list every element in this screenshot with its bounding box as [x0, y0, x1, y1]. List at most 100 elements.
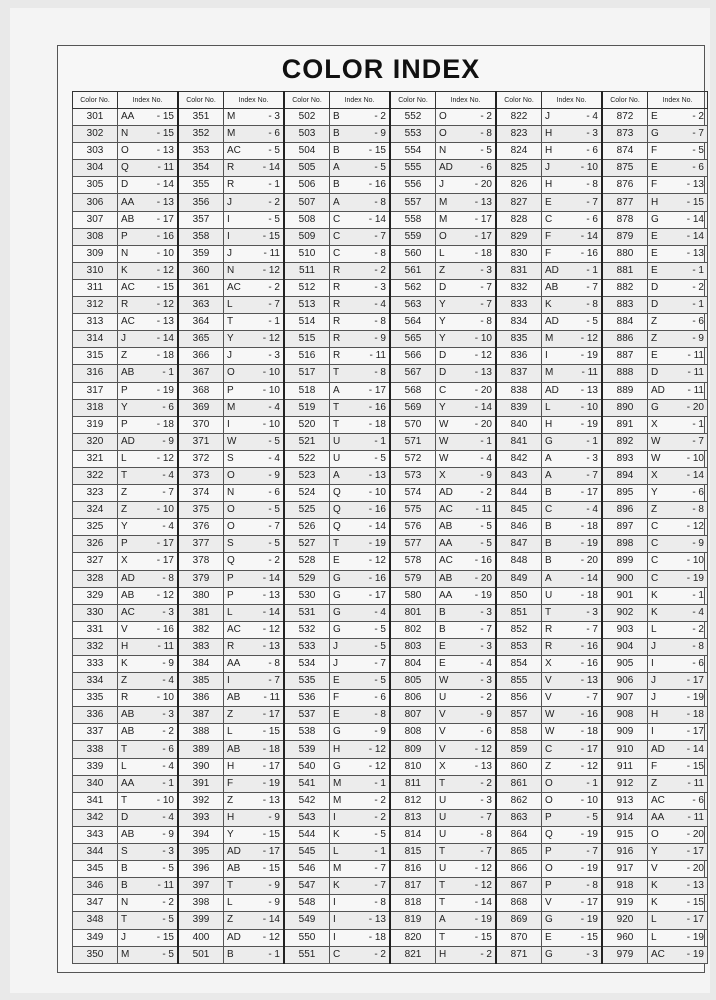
color-number-cell: 511 [283, 261, 330, 280]
index-letter: AD [121, 572, 135, 584]
index-letter: Z [227, 709, 234, 721]
index-number-cell: T - 8 [329, 364, 391, 383]
index-number-cell: X - 13 [435, 757, 497, 776]
index-number-cell: O - 2 [435, 107, 497, 127]
index-number-cell: W - 5 [223, 432, 285, 451]
index-letter: G [333, 589, 341, 601]
color-number-cell: 823 [495, 125, 542, 144]
color-number-cell: 979 [601, 945, 648, 964]
index-letter: AD [651, 384, 665, 396]
index-letter: Y [121, 521, 128, 533]
index-number: - 1 [374, 777, 386, 789]
index-letter: K [651, 606, 658, 618]
index-letter: C [545, 743, 553, 755]
index-number: - 5 [586, 811, 598, 823]
index-number-cell: V - 17 [541, 894, 603, 913]
index-number: - 7 [374, 863, 386, 875]
index-number-cell: C - 2 [329, 945, 391, 964]
index-number: - 15 [262, 828, 280, 840]
index-number: - 13 [686, 880, 704, 892]
index-letter: S [121, 846, 128, 858]
index-letter: H [439, 948, 447, 960]
index-number: - 7 [480, 623, 492, 635]
index-number-cell: M - 3 [223, 107, 285, 127]
index-number: - 8 [374, 247, 386, 259]
color-number-cell: 841 [495, 432, 542, 451]
color-number-cell: 904 [601, 637, 648, 657]
index-number: - 7 [374, 230, 386, 242]
color-number-cell: 320 [72, 432, 118, 451]
index-number-cell: H - 12 [329, 740, 391, 759]
color-number-cell: 578 [389, 552, 436, 571]
index-number: - 1 [586, 264, 598, 276]
color-number-cell: 547 [283, 877, 330, 896]
index-number: - 15 [474, 931, 492, 943]
color-number-cell: 903 [601, 620, 648, 639]
color-number-cell: 371 [177, 432, 224, 451]
color-number-cell: 917 [601, 860, 648, 879]
index-letter: V [545, 675, 552, 687]
index-number-cell: A - 17 [329, 381, 391, 400]
index-letter: P [121, 384, 128, 396]
index-number: - 1 [692, 299, 704, 311]
color-number-cell: 575 [389, 501, 436, 520]
index-number: - 2 [480, 111, 492, 123]
index-number: - 3 [586, 948, 598, 960]
index-number: - 1 [268, 948, 280, 960]
color-number-cell: 561 [389, 261, 436, 280]
index-letter: AD [227, 846, 241, 858]
color-number-cell: 580 [389, 586, 436, 605]
index-number: - 2 [162, 897, 174, 909]
index-number-cell: J - 4 [541, 107, 603, 127]
index-number: - 5 [480, 538, 492, 550]
index-letter: AB [121, 709, 135, 721]
index-letter: M [545, 367, 554, 379]
index-number-cell: I - 13 [329, 911, 391, 930]
index-number: - 12 [156, 299, 174, 311]
index-letter: T [121, 794, 128, 806]
color-number-cell: 382 [177, 620, 224, 639]
index-letter: L [545, 401, 551, 413]
color-number-cell: 308 [72, 227, 118, 246]
index-number-cell: F - 5 [647, 142, 708, 161]
index-letter: R [121, 692, 129, 704]
index-number-cell: O - 8 [435, 125, 497, 144]
index-number-cell: Z - 13 [223, 791, 285, 810]
index-number-cell: R - 12 [117, 296, 179, 315]
color-number-cell: 544 [283, 825, 330, 845]
color-number-cell: 839 [495, 398, 542, 417]
index-letter: Y [439, 333, 446, 345]
index-letter: I [333, 914, 336, 926]
index-letter: R [121, 299, 129, 311]
index-number: - 16 [368, 504, 386, 516]
index-number: - 4 [162, 811, 174, 823]
index-letter: Z [121, 504, 128, 516]
color-number-cell: 344 [72, 843, 118, 862]
index-letter: H [545, 179, 553, 191]
index-number: - 12 [262, 931, 280, 943]
color-number-cell: 377 [177, 535, 224, 554]
index-number-cell: J - 2 [223, 193, 285, 212]
index-number: - 12 [474, 350, 492, 362]
index-number: - 9 [374, 128, 386, 140]
color-number-cell: 895 [601, 484, 648, 503]
table-row: 314 J - 14 365 Y - 12 515 R - 9 565 Y - 10 835 M - 12 8… [72, 330, 708, 349]
index-number-cell: T - 4 [117, 466, 179, 486]
index-letter: I [545, 350, 548, 362]
index-number: - 14 [580, 572, 598, 584]
index-number-cell: T - 7 [435, 843, 497, 862]
index-number: - 5 [268, 538, 280, 550]
table-row: 327 X - 17 378 Q - 2 528 E - 12 578 AC - 16 848 B - 20… [72, 552, 708, 571]
index-number-cell: AA - 5 [435, 535, 497, 554]
index-number: - 13 [580, 384, 598, 396]
table-row: 336 AB - 3 387 Z - 17 537 E - 8 807 V - 9 857 W - 16 90… [72, 706, 708, 725]
index-number-cell: N - 6 [223, 484, 285, 503]
color-number-cell: 310 [72, 261, 118, 280]
index-number: - 14 [368, 213, 386, 225]
color-number-cell: 814 [389, 825, 436, 845]
color-number-cell: 909 [601, 723, 648, 742]
index-letter: Y [439, 316, 446, 328]
color-number-cell: 825 [495, 159, 542, 178]
index-letter: I [333, 897, 336, 909]
index-number: - 16 [368, 572, 386, 584]
